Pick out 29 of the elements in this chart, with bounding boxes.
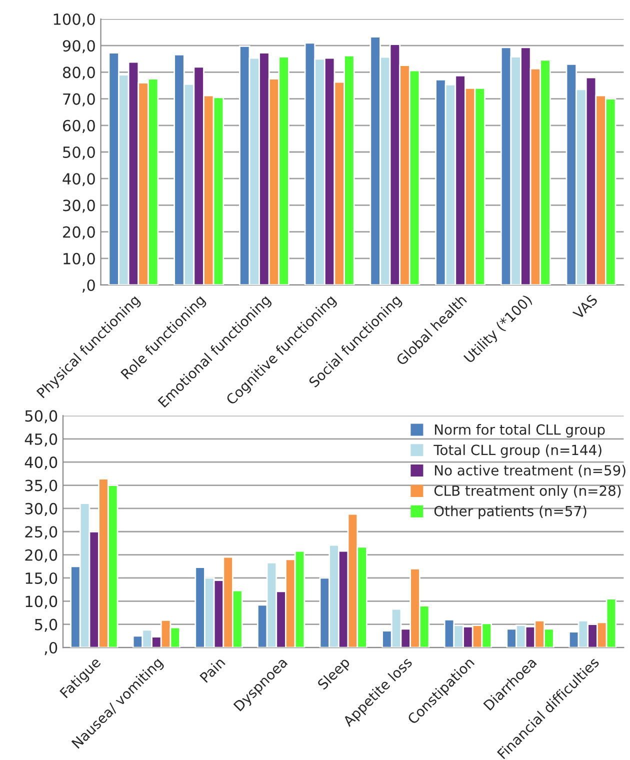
y-tick-label: ,0: [82, 279, 95, 293]
y-tick-label: 25,0: [25, 526, 58, 540]
y-tick-label: 45,0: [24, 433, 58, 446]
legend-label: Other patients (n=57): [434, 506, 586, 520]
y-tick-label: 50,0: [63, 146, 95, 160]
y-tick-label: 60,0: [62, 120, 95, 133]
y-tick-label: 70,0: [63, 93, 95, 106]
y-tick-label: 100,0: [54, 13, 95, 27]
y-tick-label: 30,0: [63, 200, 95, 213]
y-tick-label: 5,0: [35, 618, 58, 632]
y-tick-label: 30,0: [25, 502, 58, 516]
y-tick-label: ,0: [44, 642, 58, 656]
legend-label: Norm for total CLL group: [434, 424, 605, 438]
y-tick-label: 50,0: [25, 410, 58, 424]
y-tick-label: 20,0: [63, 226, 95, 240]
legend-label: No active treatment (n=59): [434, 464, 626, 478]
y-tick-label: 35,0: [25, 480, 58, 493]
y-tick-label: 80,0: [62, 66, 95, 80]
y-tick-label: 15,0: [26, 572, 58, 586]
legend-label: CLB treatment only (n=28): [434, 485, 621, 499]
y-tick-label: 40,0: [62, 173, 95, 186]
y-tick-label: 10,0: [64, 252, 95, 266]
y-tick-label: 20,0: [25, 549, 58, 562]
x-tick-label: Pain: [199, 656, 226, 683]
y-tick-label: 10,0: [26, 596, 58, 609]
x-tick-label: VAS: [572, 294, 598, 320]
y-tick-label: 40,0: [24, 456, 58, 470]
legend-label: Total CLL group (n=144): [434, 444, 602, 458]
y-tick-label: 90,0: [62, 40, 95, 54]
